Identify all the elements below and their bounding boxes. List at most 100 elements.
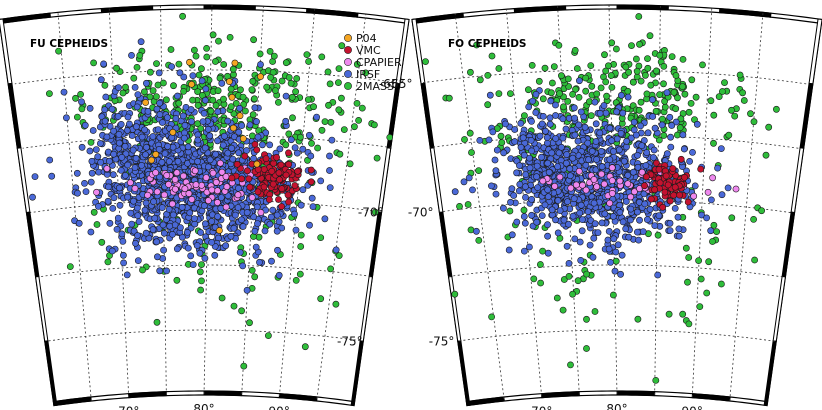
point-irsf [187,252,195,260]
point-cpapier [257,209,265,216]
point-irsf [100,60,107,68]
point-2mass [602,67,610,75]
point-irsf [169,230,176,238]
point-irsf [134,232,141,239]
point-irsf [153,253,161,261]
point-vmc [260,183,268,191]
point-vmc [241,152,249,160]
point-irsf [117,121,125,128]
point-2mass [287,80,295,87]
point-2mass [370,281,378,288]
point-2mass [817,65,822,72]
point-2mass [484,72,492,79]
point-irsf [165,205,173,213]
point-2mass [747,110,754,118]
point-2mass [456,202,463,210]
point-irsf [515,187,523,195]
point-irsf [161,150,169,157]
point-irsf [238,122,246,129]
point-irsf [591,98,599,106]
point-2mass [198,92,206,99]
point-irsf [624,171,632,179]
point-irsf [110,150,118,158]
point-2mass [588,82,596,90]
point-2mass [317,295,325,303]
point-irsf [576,209,584,217]
point-cpapier [582,186,590,194]
dec-tick-label: -70° [408,206,434,220]
point-irsf [308,194,316,202]
point-irsf [521,219,529,227]
point-2mass [274,99,282,106]
point-2mass [297,243,305,250]
point-irsf [528,118,535,125]
ra-tick-label: 80° [193,402,214,410]
point-irsf [548,206,556,214]
point-irsf [309,203,317,210]
point-2mass [267,74,274,81]
point-irsf [588,147,596,155]
point-2mass [282,59,290,67]
point-2mass [209,31,217,39]
point-irsf [151,214,159,222]
point-irsf [578,227,586,235]
ra-tick-label: 70° [118,405,139,410]
point-irsf [552,216,559,224]
point-irsf [87,228,95,236]
point-2mass [153,60,160,67]
ra-tick-label: 90° [269,405,290,410]
point-irsf [679,131,687,139]
point-2mass [308,139,315,147]
point-irsf [500,149,507,157]
point-cpapier [539,177,547,185]
point-cpapier [593,183,601,191]
point-irsf [592,138,600,145]
point-2mass [685,254,693,261]
point-2mass [550,63,558,70]
point-p04 [215,227,223,234]
point-2mass [564,75,572,83]
point-irsf [133,103,141,111]
point-irsf [548,149,556,157]
point-2mass [122,83,129,91]
point-2mass [292,276,300,284]
point-irsf [703,214,710,222]
point-2mass [72,94,79,102]
point-irsf [124,193,131,201]
point-2mass [175,99,183,107]
point-2mass [488,313,495,321]
point-2mass [778,322,786,329]
point-2mass [198,261,205,268]
point-irsf [131,84,139,91]
point-2mass [353,60,361,68]
point-irsf [229,155,237,163]
dec-gridline [46,329,365,342]
point-irsf [528,195,535,203]
point-irsf [181,122,189,129]
point-irsf [313,113,320,121]
point-2mass [271,87,279,94]
point-irsf [539,113,547,120]
point-irsf [172,115,180,122]
point-2mass [335,106,343,114]
point-vmc [651,186,658,194]
point-2mass [660,132,668,139]
point-2mass [305,58,312,65]
point-irsf [297,201,305,209]
point-irsf [717,145,725,152]
point-irsf [86,104,94,112]
point-irsf [275,271,283,279]
point-irsf [97,76,105,84]
point-p04 [228,93,236,101]
point-irsf [632,131,640,139]
point-2mass [90,208,98,216]
point-irsf [257,61,264,68]
point-irsf [282,92,290,100]
point-2mass [335,252,343,259]
point-irsf [689,148,696,156]
point-p04 [152,150,160,158]
point-2mass [317,234,325,241]
point-irsf [666,227,674,234]
point-irsf [238,216,245,224]
point-2mass [789,354,797,362]
